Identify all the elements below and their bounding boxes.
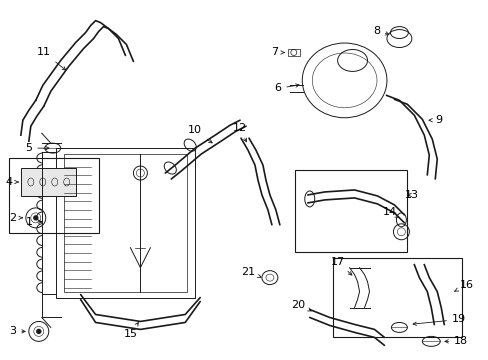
Bar [294, 170, 407, 252]
Bar [332, 258, 461, 337]
Bar [9, 158, 99, 233]
Text: 2: 2 [9, 213, 22, 223]
Text: 11: 11 [37, 48, 66, 70]
Text: 6: 6 [274, 84, 299, 93]
Text: 20: 20 [290, 300, 311, 311]
Text: 7: 7 [271, 48, 284, 58]
Bar [287, 49, 299, 57]
Bar [56, 148, 195, 298]
Text: 12: 12 [232, 123, 246, 142]
Bar [21, 168, 76, 196]
Text: 14: 14 [382, 207, 399, 218]
Text: 17: 17 [330, 257, 351, 275]
Text: 9: 9 [428, 115, 442, 125]
Circle shape [34, 216, 38, 220]
Text: 13: 13 [404, 190, 418, 200]
Text: 8: 8 [372, 26, 388, 36]
Text: 10: 10 [188, 125, 212, 143]
Text: 21: 21 [241, 267, 261, 278]
Text: 5: 5 [25, 143, 49, 153]
Circle shape [37, 329, 41, 333]
Text: 16: 16 [454, 280, 473, 291]
Text: 1: 1 [25, 217, 42, 227]
Text: 19: 19 [412, 314, 465, 325]
Bar [63, 154, 187, 292]
Text: 4: 4 [5, 177, 18, 187]
Text: 15: 15 [123, 323, 138, 339]
Text: 18: 18 [444, 336, 468, 346]
Text: 3: 3 [9, 327, 25, 336]
